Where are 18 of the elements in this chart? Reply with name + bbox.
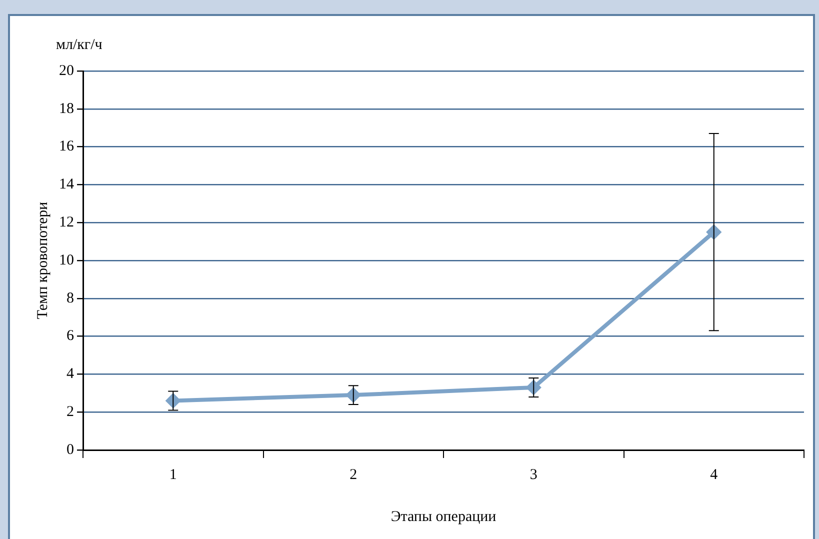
y-tick-label: 20 bbox=[59, 62, 74, 79]
x-tick-label: 1 bbox=[169, 466, 177, 483]
y-tick-label: 4 bbox=[66, 366, 74, 382]
y-tick-label: 16 bbox=[59, 138, 74, 155]
x-axis-title: Этапы операции bbox=[390, 508, 496, 525]
y-tick-label: 18 bbox=[59, 100, 74, 117]
y-tick-label: 14 bbox=[59, 176, 74, 193]
y-tick-label: 8 bbox=[66, 290, 74, 306]
y-tick-label: 12 bbox=[59, 214, 74, 231]
y-tick-label: 6 bbox=[66, 328, 74, 344]
x-tick-label: 3 bbox=[530, 466, 538, 483]
x-tick-label: 2 bbox=[350, 466, 358, 483]
y-tick-label: 0 bbox=[66, 442, 74, 458]
y-tick-label: 10 bbox=[59, 252, 74, 268]
text: мл/кг/ч bbox=[56, 36, 103, 53]
x-tick-label: 4 bbox=[710, 466, 718, 483]
y-axis-title: Темп кровопотери bbox=[34, 202, 51, 320]
y-tick-label: 2 bbox=[66, 404, 74, 420]
